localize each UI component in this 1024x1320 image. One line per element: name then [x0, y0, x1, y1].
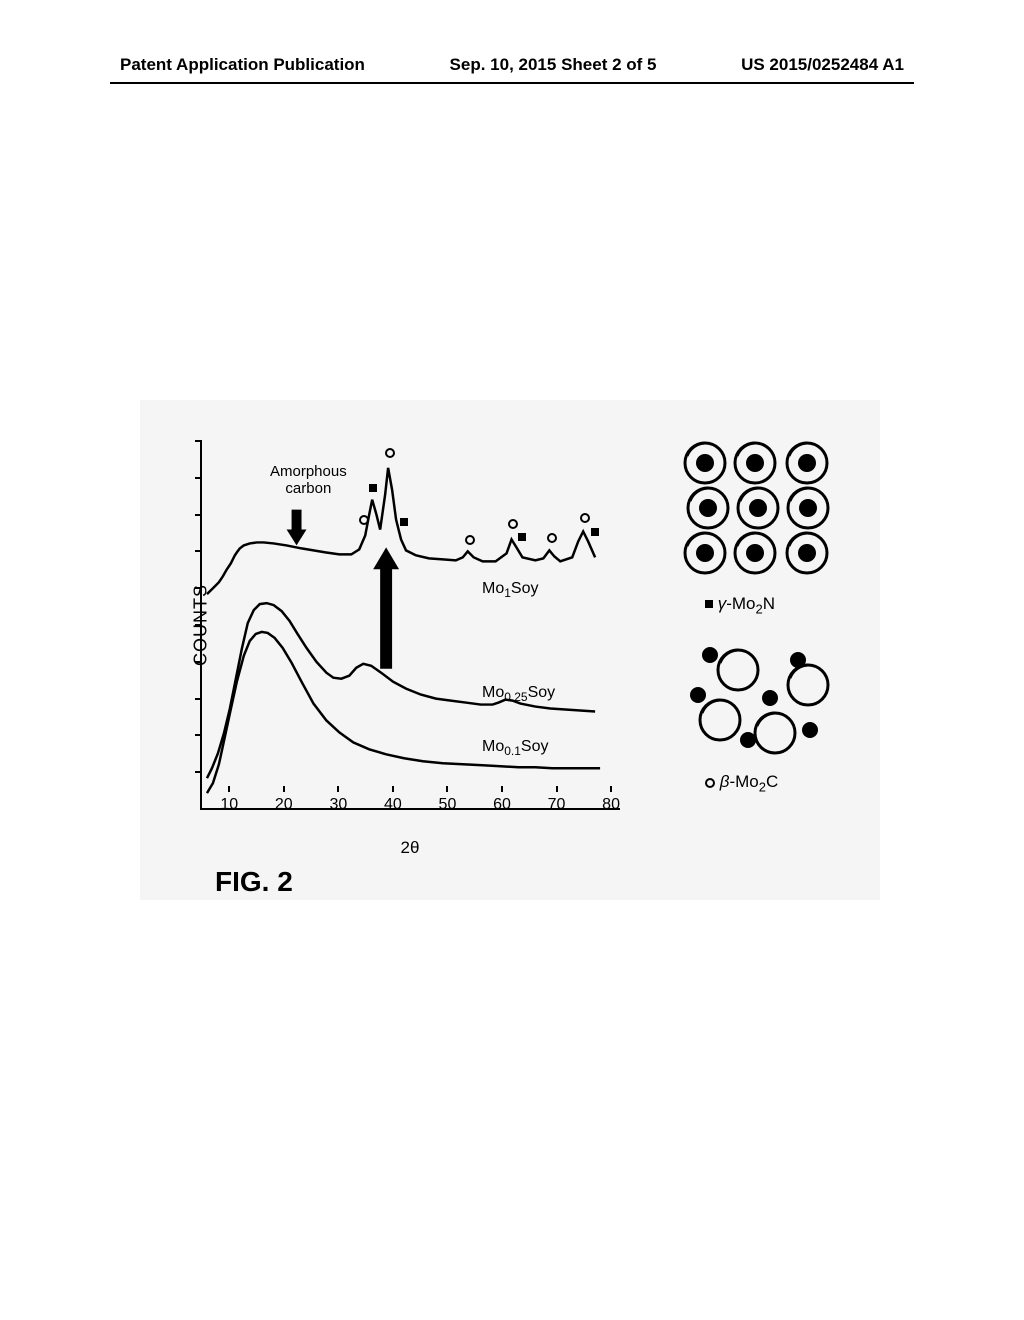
core-shell-particles-icon — [685, 443, 828, 573]
xrd-chart: COUNTS — [200, 440, 620, 810]
x-tick: 10 — [219, 786, 239, 814]
x-tick: 70 — [547, 786, 567, 814]
legend-gamma-label: γ-Mo2N — [718, 594, 775, 613]
series-label-mo025soy: Mo0.25Soy — [482, 684, 555, 704]
x-tick: 50 — [437, 786, 457, 814]
series-label-mo01soy: Mo0.1Soy — [482, 738, 549, 758]
x-tick: 20 — [274, 786, 294, 814]
legend-gamma: γ-Mo2N — [705, 594, 775, 616]
filled-square-icon — [369, 484, 377, 492]
filled-square-icon — [400, 518, 408, 526]
filled-square-icon — [518, 533, 526, 541]
x-tick: 40 — [383, 786, 403, 814]
arrow-down-icon — [287, 510, 307, 546]
header-left: Patent Application Publication — [120, 55, 365, 75]
x-tick: 30 — [328, 786, 348, 814]
schematic-mixed-particles — [680, 640, 850, 765]
plot-box: Amorphouscarbon Mo1Soy Mo0.25Soy Mo0.1So… — [200, 440, 620, 810]
curves-svg — [202, 440, 620, 808]
header-right: US 2015/0252484 A1 — [741, 55, 904, 75]
filled-square-icon — [705, 600, 713, 608]
schematic-core-shell — [680, 438, 850, 593]
mixed-particles-icon — [690, 647, 828, 753]
header-center: Sep. 10, 2015 Sheet 2 of 5 — [450, 55, 657, 75]
open-circle-icon — [705, 778, 715, 788]
legend-beta-label: β-Mo2C — [720, 772, 779, 791]
figure-caption: FIG. 2 — [215, 866, 293, 898]
open-circle-icon — [547, 533, 557, 543]
arrow-up-icon — [373, 547, 399, 668]
annotation-amorphous-carbon: Amorphouscarbon — [270, 464, 347, 497]
curve-mo1soy — [207, 468, 595, 594]
legend-beta: β-Mo2C — [705, 772, 778, 794]
filled-square-icon — [591, 528, 599, 536]
x-axis-label: 2θ — [401, 838, 420, 858]
series-label-mo1soy: Mo1Soy — [482, 580, 539, 600]
open-circle-icon — [465, 535, 475, 545]
x-tick: 60 — [492, 786, 512, 814]
page-header: Patent Application Publication Sep. 10, … — [0, 55, 1024, 75]
open-circle-icon — [580, 513, 590, 523]
open-circle-icon — [385, 448, 395, 458]
x-tick: 80 — [601, 786, 621, 814]
open-circle-icon — [359, 515, 369, 525]
open-circle-icon — [508, 519, 518, 529]
header-rule — [110, 82, 914, 84]
curve-mo01soy — [207, 632, 600, 793]
figure-area: COUNTS — [140, 400, 880, 900]
